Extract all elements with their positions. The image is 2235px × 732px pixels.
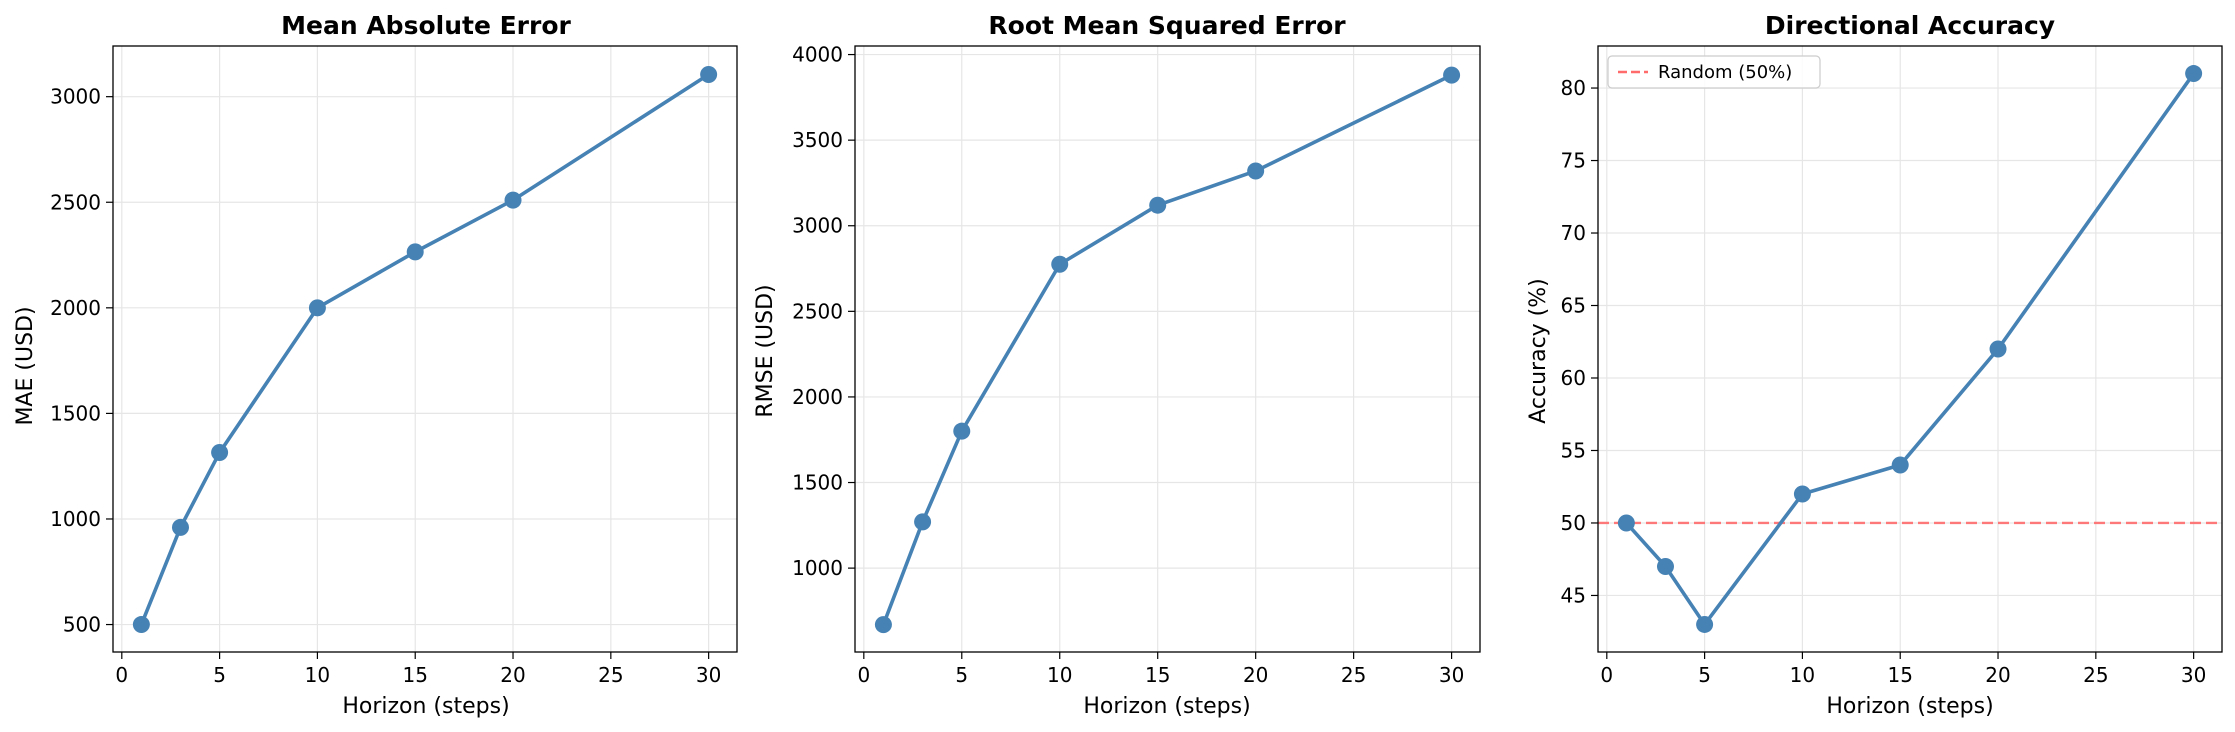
x-tick-label: 10	[1790, 663, 1815, 687]
data-point	[874, 616, 892, 634]
data-point	[171, 518, 189, 536]
x-tick-label: 5	[955, 663, 968, 687]
y-tick-label: 1000	[50, 507, 101, 531]
x-tick-label: 25	[1341, 663, 1366, 687]
series-line	[1625, 72, 2196, 627]
legend: Random (50%)	[1607, 55, 1821, 89]
x-tick-label: 5	[1698, 663, 1711, 687]
data-point	[1617, 514, 1635, 532]
x-tick-label: 25	[598, 663, 623, 687]
y-tick-label: 4000	[792, 43, 843, 67]
y-tick-label: 2500	[792, 299, 843, 323]
y-tick-label: 2000	[50, 296, 101, 320]
legend-label: Random (50%)	[1658, 62, 1792, 83]
data-point	[308, 299, 326, 317]
panel-directional-accuracy: Directional Accuracy Horizon (steps) Acc…	[1526, 11, 2223, 719]
y-tick-label: 50	[1561, 511, 1586, 535]
x-tick-label: 20	[1985, 663, 2010, 687]
y-axis-label: Accuracy (%)	[1526, 278, 1551, 424]
y-tick-label: 60	[1561, 366, 1586, 390]
data-point	[211, 443, 229, 461]
data-point	[914, 513, 932, 531]
data-point	[1149, 196, 1167, 214]
y-tick-label: 2500	[50, 190, 101, 214]
y-tick-label: 1500	[792, 471, 843, 495]
y-tick-label: 2000	[792, 385, 843, 409]
x-tick-label: 25	[2083, 663, 2108, 687]
y-tick-label: 65	[1561, 294, 1586, 318]
x-tick-label: 0	[857, 663, 870, 687]
data-point	[1443, 66, 1461, 84]
y-tick-label: 45	[1561, 583, 1586, 607]
grid	[1598, 46, 2222, 652]
x-axis-label: Horizon (steps)	[1083, 694, 1250, 719]
x-tick-label: 10	[305, 663, 330, 687]
x-tick-label: 20	[1243, 663, 1268, 687]
data-point	[1696, 615, 1714, 633]
y-tick-label: 3000	[792, 214, 843, 238]
x-tick-label: 30	[2181, 663, 2206, 687]
y-tick-label: 75	[1561, 149, 1586, 173]
y-tick-label: 3000	[50, 85, 101, 109]
plot-frame	[854, 45, 1481, 653]
data-point	[1989, 340, 2007, 358]
plot-frame	[112, 45, 738, 653]
data-point	[132, 616, 150, 634]
x-tick-label: 30	[696, 663, 721, 687]
series-line	[139, 72, 710, 626]
y-tick-label: 500	[63, 613, 101, 637]
series-line	[881, 73, 1453, 626]
data-point	[1051, 255, 1069, 273]
data-point	[406, 243, 424, 261]
x-tick-label: 15	[402, 663, 427, 687]
x-tick-label: 5	[213, 663, 226, 687]
grid	[113, 46, 737, 652]
y-tick-label: 1000	[792, 556, 843, 580]
panel-mae: Mean Absolute Error Horizon (steps) MAE …	[13, 11, 738, 719]
x-tick-label: 15	[1887, 663, 1912, 687]
x-tick-label: 20	[500, 663, 525, 687]
y-tick-label: 1500	[50, 401, 101, 425]
y-tick-label: 80	[1561, 76, 1586, 100]
data-point	[504, 191, 522, 209]
data-point	[700, 66, 718, 84]
y-tick-label: 3500	[792, 128, 843, 152]
x-tick-label: 0	[1600, 663, 1613, 687]
x-tick-label: 10	[1047, 663, 1072, 687]
x-axis-label: Horizon (steps)	[1826, 694, 1993, 719]
chart-title: Root Mean Squared Error	[988, 11, 1346, 40]
x-tick-label: 15	[1145, 663, 1170, 687]
y-axis-label: RMSE (USD)	[753, 284, 778, 417]
plot-frame	[1597, 45, 2223, 653]
panel-rmse: Root Mean Squared Error Horizon (steps) …	[753, 11, 1481, 719]
data-point	[1656, 557, 1674, 575]
data-point	[1891, 456, 1909, 474]
legend-box	[1607, 55, 1821, 89]
chart-title: Directional Accuracy	[1765, 11, 2055, 40]
chart-title: Mean Absolute Error	[281, 11, 571, 40]
data-point	[1793, 485, 1811, 503]
x-tick-label: 30	[1439, 663, 1464, 687]
data-point	[953, 422, 971, 440]
x-tick-label: 0	[115, 663, 128, 687]
y-axis-label: MAE (USD)	[13, 306, 38, 425]
data-point	[1247, 162, 1265, 180]
data-point	[2185, 65, 2203, 83]
y-tick-label: 70	[1561, 221, 1586, 245]
x-axis-label: Horizon (steps)	[342, 694, 509, 719]
grid	[855, 46, 1480, 652]
y-tick-label: 55	[1561, 438, 1586, 462]
